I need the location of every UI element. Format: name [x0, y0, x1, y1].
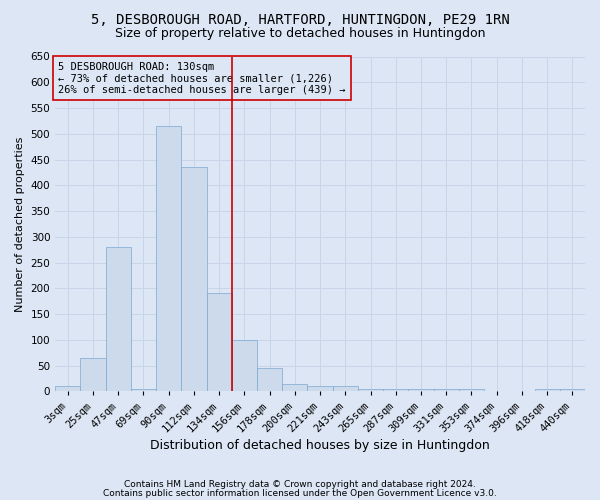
Bar	[55, 386, 80, 392]
Bar	[106, 247, 131, 392]
Bar	[257, 368, 282, 392]
Bar	[80, 358, 106, 392]
Bar	[131, 389, 156, 392]
X-axis label: Distribution of detached houses by size in Huntingdon: Distribution of detached houses by size …	[150, 440, 490, 452]
Bar	[156, 126, 181, 392]
Text: Size of property relative to detached houses in Huntingdon: Size of property relative to detached ho…	[115, 28, 485, 40]
Text: 5 DESBOROUGH ROAD: 130sqm
← 73% of detached houses are smaller (1,226)
26% of se: 5 DESBOROUGH ROAD: 130sqm ← 73% of detac…	[58, 62, 346, 94]
Text: Contains public sector information licensed under the Open Government Licence v3: Contains public sector information licen…	[103, 488, 497, 498]
Bar	[307, 386, 332, 392]
Bar	[181, 168, 206, 392]
Bar	[332, 386, 358, 392]
Bar	[459, 390, 484, 392]
Text: Contains HM Land Registry data © Crown copyright and database right 2024.: Contains HM Land Registry data © Crown c…	[124, 480, 476, 489]
Bar	[232, 340, 257, 392]
Bar	[535, 390, 560, 392]
Text: 5, DESBOROUGH ROAD, HARTFORD, HUNTINGDON, PE29 1RN: 5, DESBOROUGH ROAD, HARTFORD, HUNTINGDON…	[91, 12, 509, 26]
Bar	[383, 389, 409, 392]
Bar	[358, 389, 383, 392]
Bar	[409, 389, 434, 392]
Bar	[206, 294, 232, 392]
Bar	[282, 384, 307, 392]
Bar	[560, 390, 585, 392]
Y-axis label: Number of detached properties: Number of detached properties	[15, 136, 25, 312]
Bar	[434, 390, 459, 392]
